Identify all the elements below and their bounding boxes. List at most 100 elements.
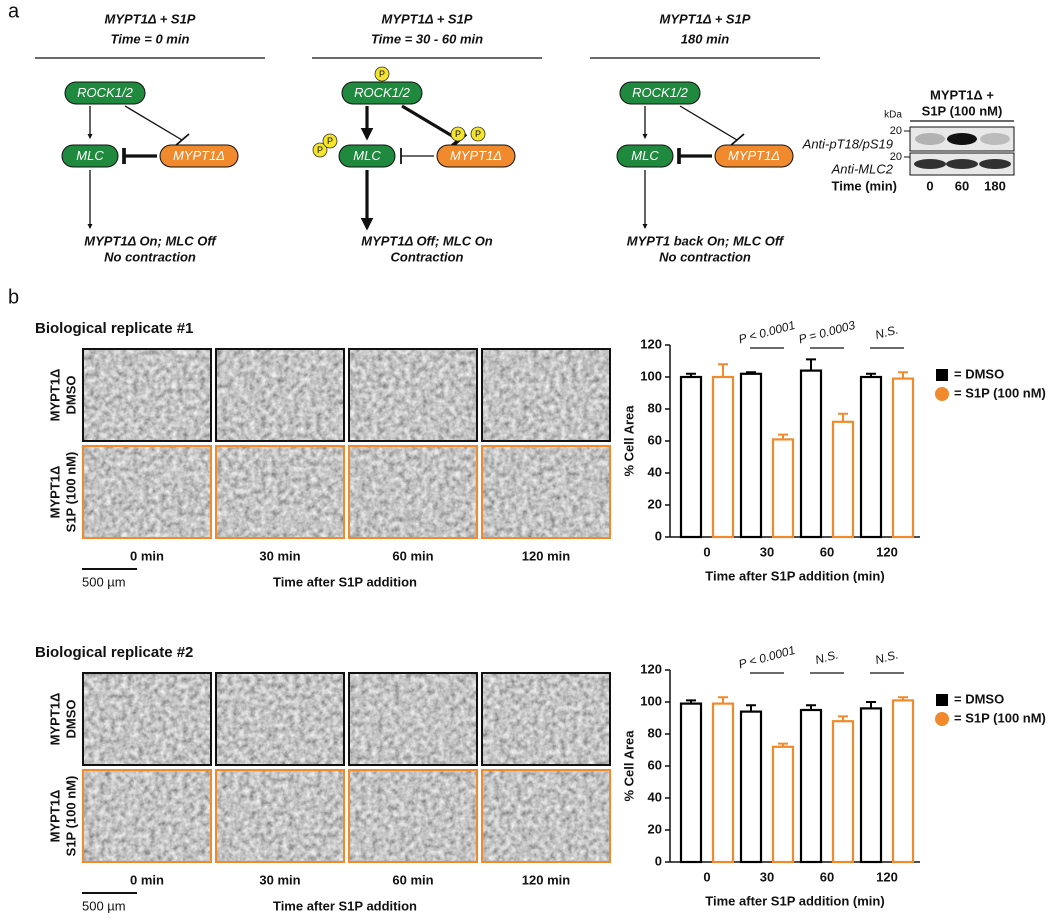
blot-band — [947, 133, 977, 145]
node-label: MYPT1Δ — [728, 148, 780, 163]
micrograph — [348, 672, 478, 766]
x-label: Time after S1P addition — [273, 574, 417, 589]
bar — [891, 699, 915, 864]
node — [619, 81, 701, 105]
diagram-title: Time = 30 - 60 min — [371, 31, 483, 46]
bar — [739, 372, 763, 539]
micrograph-border — [215, 769, 345, 863]
connector — [729, 133, 745, 147]
blot-row-label: Anti-MLC2 — [831, 161, 894, 176]
error-bar — [778, 742, 788, 747]
bar — [799, 708, 823, 864]
blot-marker: 20 — [890, 151, 902, 163]
micrograph-border — [348, 348, 478, 442]
micrograph — [348, 348, 478, 442]
bar — [679, 702, 703, 864]
outcome: MYPT1Δ On; MLC Off — [84, 233, 217, 248]
x-label: Time after S1P addition — [273, 898, 417, 913]
node-label: MLC — [631, 148, 659, 163]
scale-bar-label: 500 µm — [82, 574, 126, 589]
error-bar — [898, 371, 908, 379]
error-bar — [866, 372, 876, 377]
micrograph — [481, 672, 611, 766]
blot-band — [979, 159, 1011, 169]
micrograph-border — [348, 672, 478, 766]
micrograph — [215, 769, 345, 863]
phospho-circle — [322, 133, 338, 149]
diagram-title: 180 min — [681, 31, 729, 46]
row-label: MYPT1Δ — [47, 369, 62, 422]
column-label: 0 min — [130, 548, 164, 563]
blot-marker: 20 — [890, 125, 902, 137]
node — [61, 144, 119, 168]
annotation: N.S. — [874, 647, 900, 667]
outcome: MYPT1 back On; MLC Off — [627, 233, 785, 248]
node-label: MLC — [76, 148, 104, 163]
micrograph — [215, 445, 345, 539]
y-tick-label: 60 — [648, 757, 662, 772]
micrograph-border — [82, 672, 212, 766]
x-tick-label: 60 — [820, 869, 834, 884]
node-label: MLC — [353, 148, 381, 163]
phospho-label: P — [317, 145, 323, 155]
micrograph-border — [348, 445, 478, 539]
connector — [679, 105, 738, 141]
phospho-label: P — [379, 69, 385, 79]
micrograph-border — [82, 445, 212, 539]
blot-time-label: Time (min) — [832, 178, 898, 193]
column-label: 30 min — [259, 872, 300, 887]
node — [338, 144, 396, 168]
micrograph-border — [215, 348, 345, 442]
error-bar — [686, 372, 696, 377]
micrograph-border — [481, 348, 611, 442]
bar — [711, 702, 735, 864]
column-label: 60 min — [392, 548, 433, 563]
row-label: S1P (100 nM) — [63, 776, 78, 857]
micrograph — [348, 769, 478, 863]
outcome: No contraction — [104, 249, 196, 264]
y-tick-label: 0 — [655, 853, 662, 868]
legend-swatch — [936, 694, 948, 706]
micrograph — [481, 348, 611, 442]
x-label: Time after S1P addition (min) — [705, 893, 884, 908]
connector — [401, 104, 460, 142]
row-label: DMSO — [63, 700, 78, 739]
row-label: S1P (100 nM) — [63, 452, 78, 533]
bar — [859, 707, 883, 864]
blot-band — [980, 133, 1010, 145]
connector — [124, 105, 183, 141]
phospho-circle — [450, 126, 466, 142]
x-tick-label: 30 — [760, 544, 774, 559]
node — [64, 81, 146, 105]
diagram-title: MYPT1Δ + S1P — [105, 11, 196, 26]
replicate-title: Biological replicate #2 — [35, 644, 193, 661]
blot-row-label: Anti-pT18/pS19 — [802, 136, 893, 151]
blot-band — [914, 159, 946, 169]
error-bar — [806, 704, 816, 710]
node-label: MYPT1Δ — [173, 148, 225, 163]
micrograph — [215, 348, 345, 442]
row-label: MYPT1Δ — [47, 466, 62, 519]
row-label: DMSO — [63, 376, 78, 415]
x-tick-label: 0 — [703, 869, 710, 884]
x-tick-label: 60 — [820, 544, 834, 559]
blot-title: MYPT1Δ + — [930, 87, 994, 102]
phospho-circle — [374, 66, 390, 82]
y-tick-label: 20 — [648, 496, 662, 511]
error-bar — [746, 704, 756, 712]
y-tick-label: 0 — [655, 528, 662, 543]
diagram-title: MYPT1Δ + S1P — [660, 11, 751, 26]
y-label: % Cell Area — [621, 730, 636, 802]
outcome: MYPT1Δ Off; MLC On — [361, 233, 493, 248]
bar — [771, 438, 795, 539]
error-bar — [718, 363, 728, 377]
diagram-title: Time = 0 min — [111, 31, 190, 46]
bar — [739, 710, 763, 864]
micrograph-border — [481, 445, 611, 539]
legend-label: = S1P (100 nM) — [954, 385, 1046, 400]
column-label: 120 min — [522, 548, 570, 563]
legend-swatch — [936, 369, 948, 381]
connector — [174, 133, 190, 147]
error-bar — [866, 701, 876, 709]
